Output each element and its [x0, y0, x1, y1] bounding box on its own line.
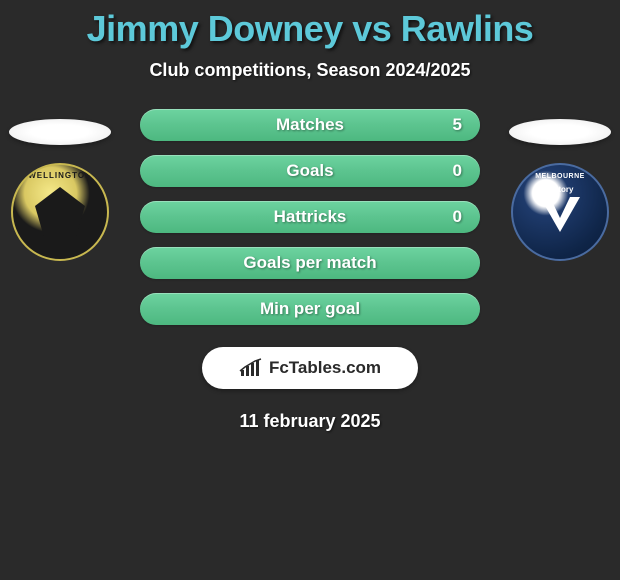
branding-text: FcTables.com [269, 358, 381, 378]
stat-bar-min-per-goal: Min per goal [140, 293, 480, 325]
comparison-title: Jimmy Downey vs Rawlins [0, 0, 620, 50]
left-player-column [5, 119, 115, 261]
stat-value-right: 0 [453, 207, 462, 227]
bar-chart-icon [239, 358, 263, 378]
stat-bar-goals: Goals 0 [140, 155, 480, 187]
stat-label: Goals per match [243, 253, 376, 273]
stat-value-right: 0 [453, 161, 462, 181]
stat-label: Min per goal [260, 299, 360, 319]
wellington-phoenix-badge [11, 163, 109, 261]
melbourne-victory-badge: Victory [511, 163, 609, 261]
stat-value-right: 5 [453, 115, 462, 135]
season-subtitle: Club competitions, Season 2024/2025 [0, 60, 620, 81]
left-marker-ellipse [9, 119, 111, 145]
infographic-date: 11 february 2025 [0, 411, 620, 432]
infographic-container: Jimmy Downey vs Rawlins Club competition… [0, 0, 620, 432]
stat-label: Hattricks [274, 207, 347, 227]
right-marker-ellipse [509, 119, 611, 145]
stats-list: Matches 5 Goals 0 Hattricks 0 Goals per … [140, 109, 480, 325]
stat-bar-matches: Matches 5 [140, 109, 480, 141]
stat-label: Matches [276, 115, 344, 135]
stat-bar-hattricks: Hattricks 0 [140, 201, 480, 233]
right-player-column: Victory [505, 119, 615, 261]
stat-label: Goals [286, 161, 333, 181]
main-content: Matches 5 Goals 0 Hattricks 0 Goals per … [0, 109, 620, 325]
stat-bar-goals-per-match: Goals per match [140, 247, 480, 279]
fctables-branding: FcTables.com [202, 347, 418, 389]
